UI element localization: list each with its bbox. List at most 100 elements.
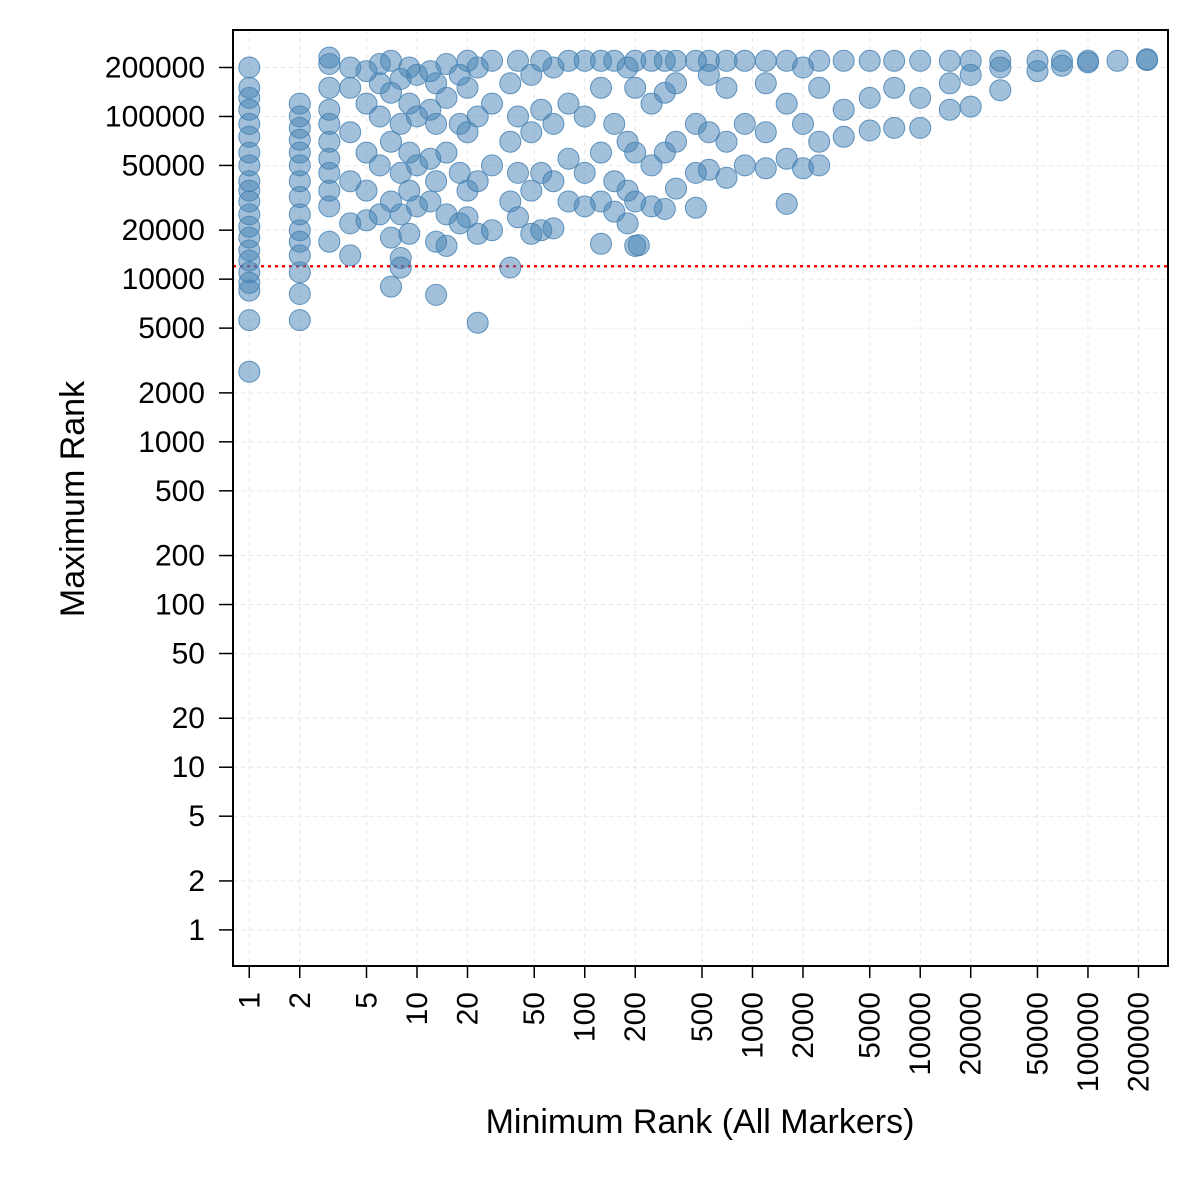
data-point <box>938 98 961 121</box>
data-point <box>938 72 961 95</box>
x-tick-label: 50 <box>518 992 551 1025</box>
data-point <box>590 232 612 255</box>
data-point <box>530 98 553 121</box>
data-point <box>456 121 479 144</box>
data-point <box>456 206 479 229</box>
data-point <box>1106 49 1129 72</box>
data-point <box>754 157 777 180</box>
data-point <box>792 112 814 135</box>
data-point <box>665 130 687 153</box>
data-point <box>627 234 650 257</box>
data-point <box>590 76 612 99</box>
data-point <box>339 244 362 267</box>
data-point <box>989 49 1012 72</box>
data-point <box>684 196 707 219</box>
data-point <box>653 198 676 220</box>
data-point <box>481 154 503 177</box>
data-point <box>355 179 378 202</box>
y-tick-label: 20000 <box>122 214 205 247</box>
data-point <box>318 98 341 121</box>
data-point <box>1051 49 1073 72</box>
x-tick-label: 200000 <box>1123 992 1156 1092</box>
data-point <box>624 76 647 99</box>
x-axis-title: Minimum Rank (All Markers) <box>486 1103 915 1141</box>
x-tick-label: 20000 <box>955 992 988 1075</box>
data-point <box>238 360 261 383</box>
x-tick-label: 10 <box>401 992 434 1025</box>
data-point <box>665 49 687 72</box>
y-tick-label: 20 <box>172 702 205 735</box>
x-tick-label: 1000 <box>737 992 770 1059</box>
data-point <box>616 212 639 235</box>
x-tick-label: 100000 <box>1072 992 1105 1092</box>
y-tick-label: 1 <box>188 914 205 947</box>
data-point <box>288 309 311 332</box>
data-point <box>507 49 529 72</box>
data-point <box>355 92 378 115</box>
data-point <box>481 49 503 72</box>
data-point <box>318 46 341 69</box>
data-point <box>909 86 932 109</box>
axes: 1 2 5 10 20 50 100 200 500 1000 2000 5000 10000 20000… <box>105 29 1169 1092</box>
data-point <box>775 147 798 170</box>
data-point <box>419 190 442 213</box>
data-point <box>466 105 489 128</box>
y-tick-label: 5000 <box>138 312 205 345</box>
plot-frame <box>232 29 1169 967</box>
data-point <box>520 121 543 144</box>
data-point <box>507 161 529 184</box>
data-point <box>507 206 529 229</box>
data-point <box>425 170 448 193</box>
data-point <box>288 92 311 115</box>
data-point <box>1077 49 1099 72</box>
x-tick-label: 20 <box>452 992 485 1025</box>
data-point <box>380 275 402 298</box>
data-point <box>481 92 503 115</box>
data-point <box>665 72 687 95</box>
data-point <box>754 49 777 72</box>
data-point <box>858 49 881 72</box>
y-tick-label: 5 <box>188 800 205 833</box>
x-tick-label: 1 <box>233 992 266 1009</box>
data-point <box>380 130 402 153</box>
y-tick-label: 200 <box>155 540 205 573</box>
data-point <box>499 130 522 153</box>
data-point <box>858 86 881 109</box>
data-point <box>573 161 596 184</box>
y-tick-label: 500 <box>155 475 205 508</box>
data-point <box>355 141 378 164</box>
data-point <box>697 121 720 144</box>
data-point <box>832 125 855 148</box>
data-point <box>318 230 341 253</box>
data-point <box>380 226 402 249</box>
data-point <box>832 49 855 72</box>
y-tick-label: 1000 <box>138 426 205 459</box>
data-point <box>425 283 448 306</box>
data-point <box>456 76 479 99</box>
data-point <box>624 141 647 164</box>
data-point <box>542 217 565 240</box>
x-tick-label: 200 <box>619 992 652 1042</box>
data-points <box>238 46 1158 383</box>
data-point <box>339 76 362 99</box>
data-point <box>339 170 362 193</box>
data-point <box>754 72 777 95</box>
data-point <box>398 222 421 245</box>
data-point <box>733 49 756 72</box>
data-point <box>733 112 756 135</box>
y-tick-label: 2 <box>188 865 205 898</box>
y-tick-label: 100000 <box>105 101 205 134</box>
data-point <box>238 309 261 332</box>
data-point <box>715 130 738 153</box>
data-point <box>557 92 580 115</box>
data-point <box>959 49 982 72</box>
data-point <box>557 147 580 170</box>
y-tick-label: 2000 <box>138 377 205 410</box>
data-point <box>573 105 596 128</box>
y-tick-label: 50000 <box>122 149 205 182</box>
data-point <box>318 76 341 99</box>
data-point <box>808 130 831 153</box>
data-point <box>938 49 961 72</box>
data-point <box>542 112 565 135</box>
